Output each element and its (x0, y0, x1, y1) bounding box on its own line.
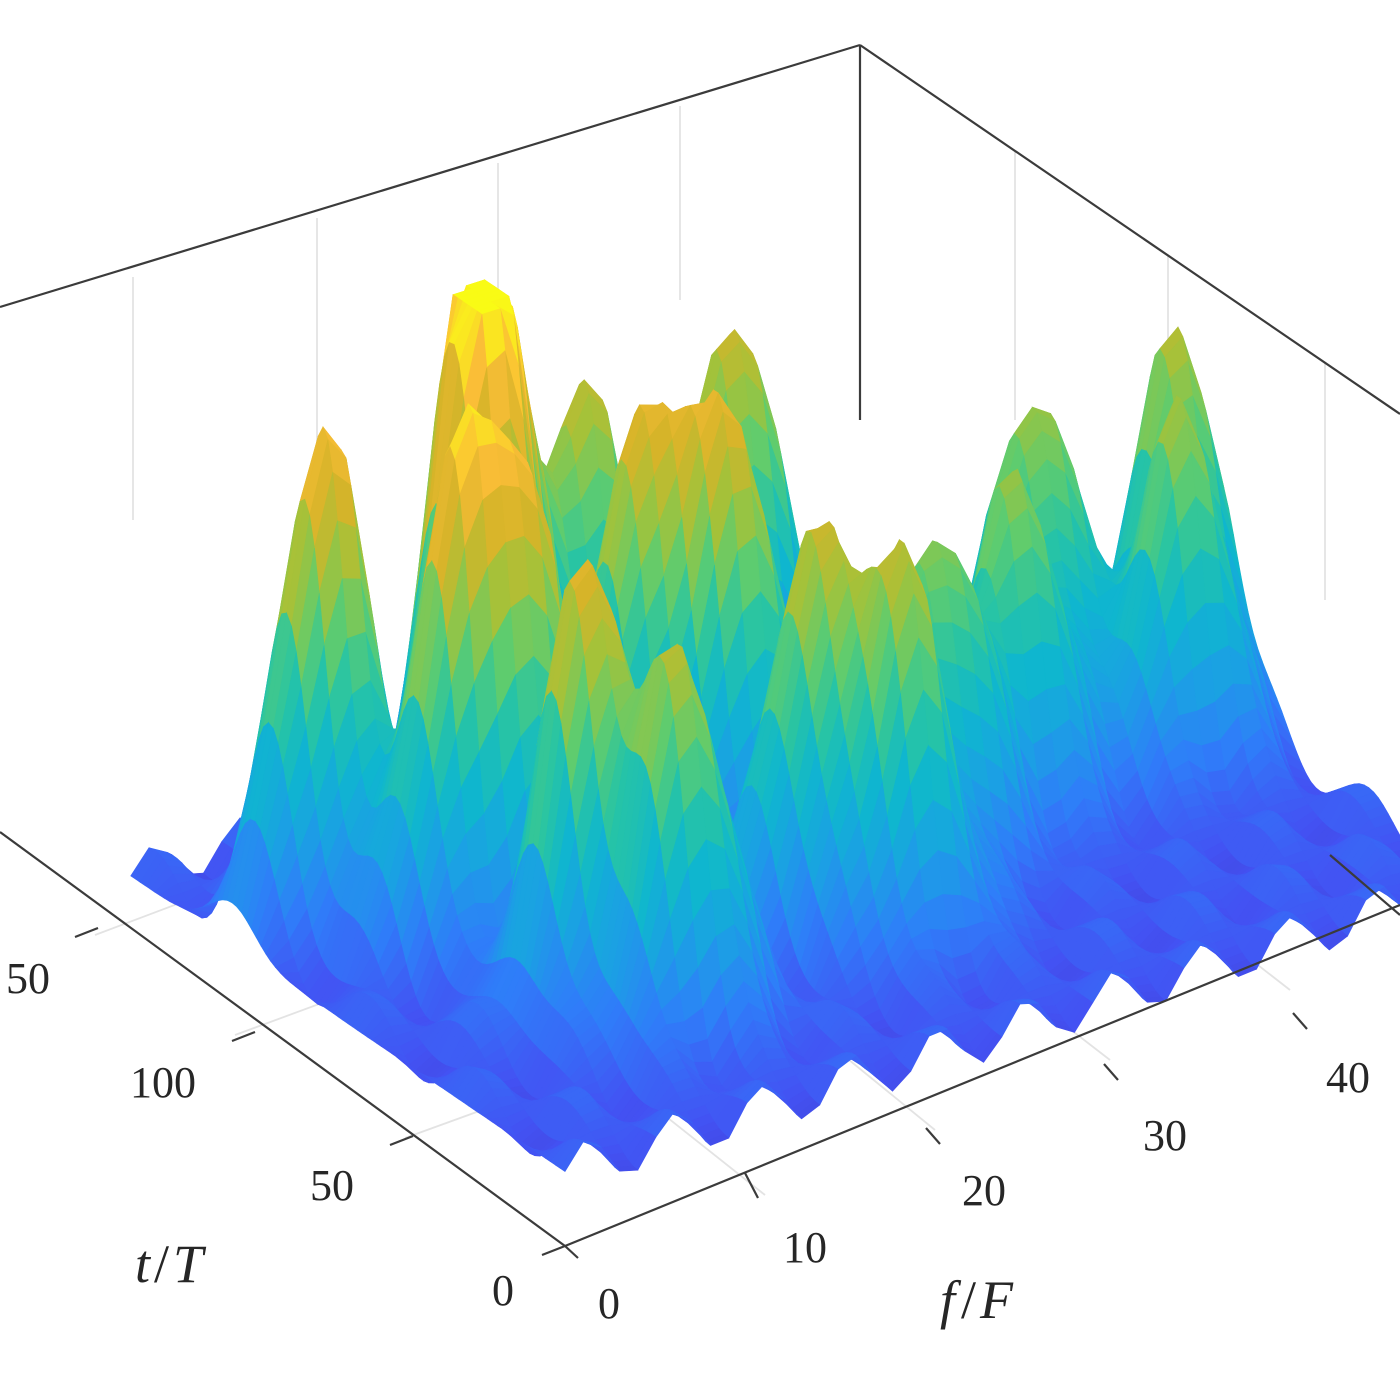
t-axis-ticks (74, 926, 566, 1257)
box-edge-top-left (0, 43, 861, 309)
f-tick-label-0: 0 (598, 1279, 620, 1328)
f-axis-line (564, 903, 1400, 1248)
f-tick-label-40: 40 (1326, 1053, 1370, 1102)
f-axis-ticks (564, 1012, 1308, 1259)
axis-box-front (0, 831, 1400, 1248)
surface-mesh (130, 278, 1400, 1173)
axis-titles: t/T f/F (135, 1234, 1014, 1330)
f-axis-title: f/F (940, 1270, 1014, 1330)
f-axis-tick-labels: 0 10 20 30 40 (598, 1053, 1370, 1328)
f-tick-40 (1292, 1012, 1308, 1030)
t-axis-line (0, 831, 566, 1247)
t-tick-label-3: 50 (6, 954, 50, 1003)
f-tick-30 (1103, 1063, 1119, 1081)
f-tick-10 (744, 1172, 759, 1199)
t-tick-0 (541, 1244, 566, 1257)
f-tick-label-20: 20 (962, 1166, 1006, 1215)
t-axis-title: t/T (135, 1234, 207, 1294)
f-tick-20 (925, 1127, 941, 1145)
t-tick-label-1: 50 (310, 1161, 354, 1210)
t-tick-3 (74, 926, 99, 939)
t-tick-1 (389, 1134, 414, 1147)
t-tick-2 (231, 1030, 256, 1043)
f-tick-0 (564, 1245, 579, 1259)
right-wall-floor-edge (1329, 854, 1400, 916)
f-tick-label-30: 30 (1143, 1111, 1187, 1160)
axis-box-back (0, 43, 1400, 420)
t-tick-label-2: 100 (130, 1058, 196, 1107)
box-edge-top-right (859, 44, 1400, 415)
t-tick-label-0: 0 (492, 1266, 514, 1315)
f-tick-label-10: 10 (783, 1223, 827, 1272)
t-axis-tick-labels: 0 50 100 50 (6, 954, 514, 1315)
